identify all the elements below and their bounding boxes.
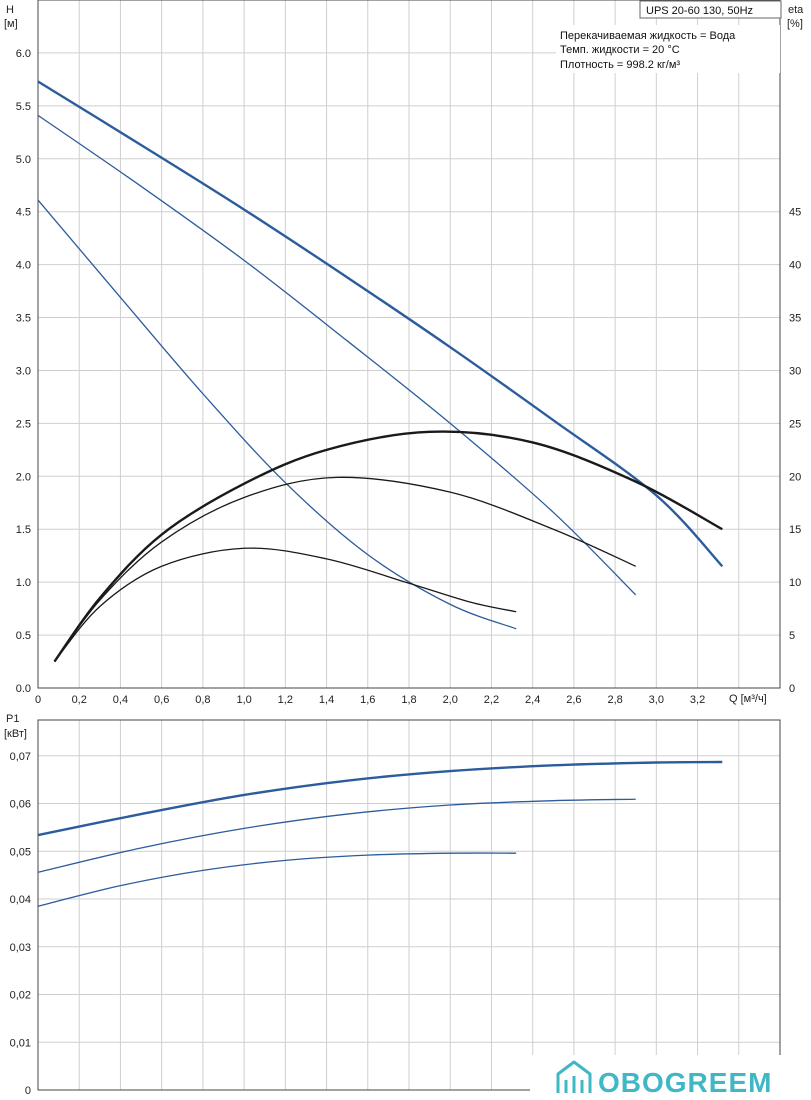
eta-axis-label: eta — [788, 4, 804, 16]
efficiency-curve-speed-1 — [53, 547, 517, 662]
x-tick-label: 0,4 — [113, 694, 128, 706]
model-box — [639, 0, 782, 19]
head-tick-label: 5.5 — [16, 101, 31, 113]
x-tick-label: 2,2 — [484, 694, 499, 706]
eta-tick-label: 5 — [789, 630, 795, 642]
top-chart-grid — [38, 0, 780, 688]
head-axis-unit: [м] — [4, 18, 18, 30]
head-tick-label: 2.0 — [16, 471, 31, 483]
head-tick-label: 0.0 — [16, 683, 31, 695]
eta-tick-label: 40 — [789, 260, 801, 272]
head-tick-label: 3.0 — [16, 365, 31, 377]
x-tick-label: 0,8 — [195, 694, 210, 706]
bottom-chart-ticks: 0 0,01 0,02 0,03 0,04 0,05 0,06 0,07 — [10, 751, 31, 1097]
head-tick-label: 1.0 — [16, 577, 31, 589]
temperature-note: Темп. жидкости = 20 °C — [560, 44, 680, 56]
top-chart-series — [37, 80, 724, 663]
head-tick-label: 2.5 — [16, 418, 31, 430]
efficiency-curve-speed-2 — [53, 476, 636, 662]
x-tick-label: 1,0 — [236, 694, 251, 706]
model-label: UPS 20-60 130, 50Hz — [646, 5, 753, 17]
density-note: Плотность = 998.2 кг/м³ — [560, 59, 680, 71]
eta-tick-label: 10 — [789, 577, 801, 589]
power-tick-label: 0,06 — [10, 799, 31, 811]
x-tick-label: 0 — [35, 694, 41, 706]
head-curve-speed-1 — [37, 199, 517, 630]
head-tick-label: 1.5 — [16, 524, 31, 536]
house-icon — [556, 1060, 592, 1093]
flow-axis-label: Q [м³/ч] — [729, 693, 767, 705]
head-curve-speed-3 — [37, 80, 724, 568]
head-curve-speed-2 — [37, 114, 637, 596]
power-axis-label: P1 — [6, 713, 19, 725]
x-tick-label: 2,6 — [566, 694, 581, 706]
eta-tick-label: 45 — [789, 207, 801, 219]
eta-axis-unit: [%] — [787, 18, 803, 30]
top-chart-frame — [37, 0, 781, 689]
power-curve-speed-3 — [37, 760, 723, 837]
x-tick-label: 1,8 — [401, 694, 416, 706]
power-tick-label: 0,03 — [10, 942, 31, 954]
x-tick-label: 1,4 — [319, 694, 334, 706]
head-tick-label: 3.5 — [16, 313, 31, 325]
head-tick-label: 0.5 — [16, 630, 31, 642]
logo-text: OBOGREEM — [598, 1067, 772, 1098]
fluid-note: Перекачиваемая жидкость = Вода — [560, 30, 736, 42]
top-chart-ticks: 0 0,2 0,4 0,6 0,8 1,0 1,2 1,4 1,6 1,8 2,0 2,2 2,4 2,6… — [16, 48, 802, 706]
x-tick-label: 2,8 — [607, 694, 622, 706]
bottom-chart-series — [37, 760, 723, 907]
x-tick-label: 3,0 — [649, 694, 664, 706]
bottom-chart-grid — [38, 720, 780, 1090]
x-tick-label: 2,4 — [525, 694, 540, 706]
head-tick-label: 6.0 — [16, 48, 31, 60]
x-tick-label: 0,6 — [154, 694, 169, 706]
power-tick-label: 0 — [25, 1085, 31, 1097]
eta-tick-label: 25 — [789, 418, 801, 430]
power-axis-unit: [кВт] — [4, 728, 27, 740]
x-tick-label: 2,0 — [443, 694, 458, 706]
head-tick-label: 4.0 — [16, 260, 31, 272]
power-curve-speed-2 — [37, 798, 636, 873]
x-tick-label: 3,2 — [690, 694, 705, 706]
head-axis-label: H — [6, 4, 14, 16]
power-tick-label: 0,05 — [10, 846, 31, 858]
eta-tick-label: 35 — [789, 313, 801, 325]
eta-tick-label: 0 — [789, 683, 795, 695]
eta-tick-label: 30 — [789, 365, 801, 377]
bottom-chart-frame — [37, 719, 781, 1091]
efficiency-curve-speed-3 — [53, 430, 723, 663]
power-tick-label: 0,04 — [10, 894, 31, 906]
power-tick-label: 0,07 — [10, 751, 31, 763]
power-tick-label: 0,01 — [10, 1037, 31, 1049]
eta-tick-label: 15 — [789, 524, 801, 536]
power-tick-label: 0,02 — [10, 990, 31, 1002]
head-tick-label: 4.5 — [16, 207, 31, 219]
power-curve-speed-1 — [37, 852, 517, 907]
logo: OBOGREEM — [556, 1060, 772, 1098]
eta-tick-label: 20 — [789, 471, 801, 483]
x-tick-label: 0,2 — [72, 694, 87, 706]
x-tick-label: 1,2 — [278, 694, 293, 706]
head-tick-label: 5.0 — [16, 154, 31, 166]
conditions-box — [556, 25, 780, 73]
x-tick-label: 1,6 — [360, 694, 375, 706]
